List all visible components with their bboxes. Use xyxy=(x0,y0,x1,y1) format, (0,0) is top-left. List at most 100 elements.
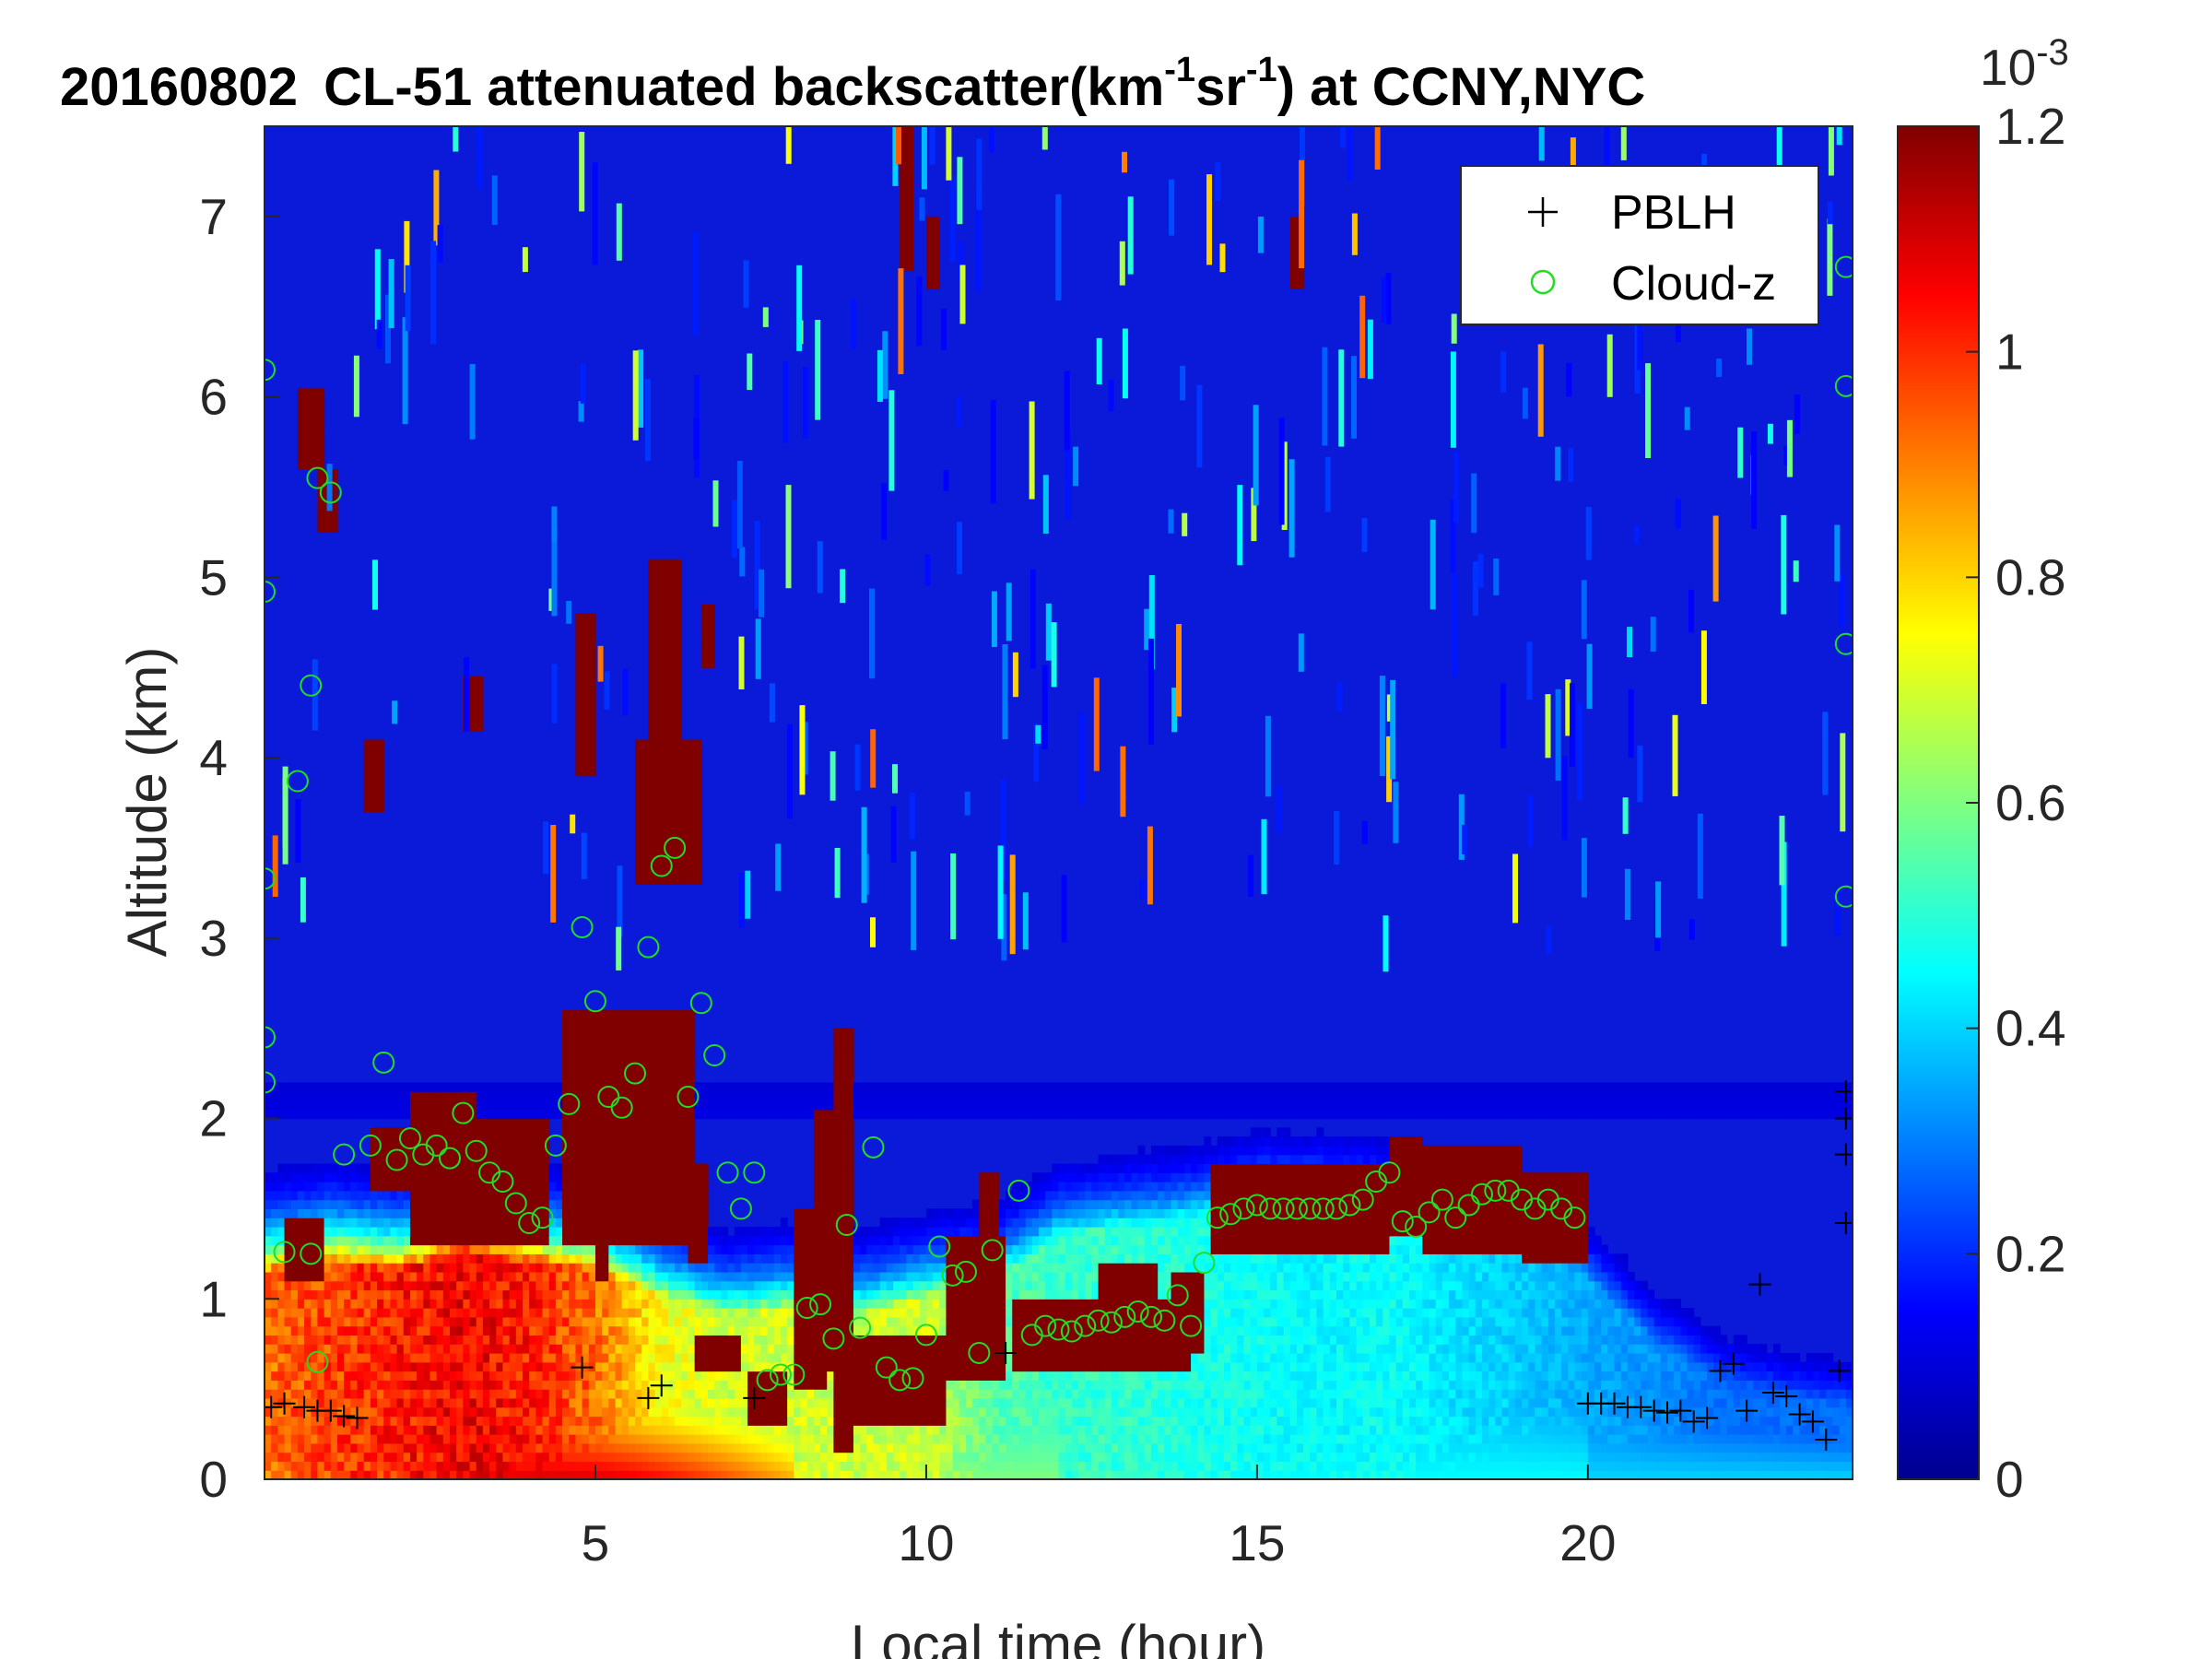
heatmap-cell xyxy=(582,1199,590,1209)
heatmap-cell xyxy=(562,1452,570,1463)
heatmap-cell xyxy=(297,1182,305,1192)
heatmap-cell xyxy=(628,1226,636,1237)
heatmap-cell xyxy=(496,1253,504,1264)
heatmap-cell xyxy=(806,1389,815,1399)
heatmap-cell xyxy=(873,1091,881,1101)
heatmap-cell xyxy=(767,1442,775,1453)
heatmap-cell xyxy=(324,1163,332,1173)
heatmap-cell xyxy=(608,1461,617,1471)
heatmap-cell xyxy=(608,1280,617,1291)
heatmap-cell xyxy=(952,1226,960,1237)
heatmap-cell xyxy=(794,1425,802,1435)
heatmap-cell xyxy=(344,1172,351,1182)
heatmap-cell xyxy=(377,1325,384,1336)
heatmap-cell xyxy=(661,676,669,687)
heatmap-cell xyxy=(377,803,384,813)
heatmap-cell xyxy=(760,1371,769,1381)
heatmap-cell xyxy=(648,1325,656,1336)
heatmap-cell xyxy=(675,712,682,723)
heatmap-cell xyxy=(919,1434,927,1444)
heatmap-cell xyxy=(675,676,682,687)
heatmap-cell xyxy=(939,1452,947,1463)
heatmap-cell xyxy=(409,1218,418,1228)
heatmap-cell xyxy=(555,1361,563,1372)
heatmap-cell xyxy=(806,1406,815,1418)
heatmap-cell xyxy=(893,1100,900,1111)
heatmap-cell xyxy=(429,1091,438,1101)
heatmap-cell xyxy=(594,1335,603,1345)
heatmap-cell xyxy=(893,1271,900,1282)
heatmap-cell xyxy=(535,1136,544,1147)
heatmap-cell xyxy=(952,1308,960,1318)
heatmap-cell xyxy=(621,1046,629,1056)
heatmap-cell xyxy=(383,1289,392,1300)
heatmap-cell xyxy=(417,1389,424,1399)
heatmap-cell xyxy=(575,1037,583,1047)
heatmap-cell xyxy=(336,1271,345,1282)
heatmap-cell xyxy=(893,1470,900,1479)
heatmap-cell xyxy=(608,1263,617,1273)
heatmap-cell xyxy=(694,1308,702,1318)
heatmap-cell xyxy=(304,387,312,398)
heatmap-cell xyxy=(641,1073,649,1083)
heatmap-cell xyxy=(277,1361,286,1372)
heatmap-cell xyxy=(648,1199,656,1209)
heatmap-cell xyxy=(806,1425,815,1435)
heatmap-cell xyxy=(853,1253,861,1264)
heatmap-cell xyxy=(608,1064,617,1075)
heatmap-cell xyxy=(721,1325,729,1336)
heatmap-cell xyxy=(628,1434,636,1444)
heatmap-cell xyxy=(529,1109,536,1120)
heatmap-cell xyxy=(840,1028,848,1039)
heatmap-cell xyxy=(900,1461,907,1471)
heatmap-cell xyxy=(304,1271,312,1282)
heatmap-cell xyxy=(886,1308,894,1318)
heatmap-cell xyxy=(429,1218,438,1228)
heatmap-cell xyxy=(442,1082,451,1092)
heatmap-cell xyxy=(641,1344,649,1354)
heatmap-cell xyxy=(681,766,689,777)
heatmap-cell xyxy=(529,1136,536,1147)
heatmap-cell xyxy=(403,1380,411,1390)
heatmap-cell xyxy=(740,1289,748,1300)
heatmap-cell xyxy=(476,1253,484,1264)
heatmap-cell xyxy=(708,1289,715,1300)
heatmap-cell xyxy=(946,1253,954,1264)
heatmap-cell xyxy=(800,1425,808,1435)
heatmap-cell xyxy=(429,1263,438,1273)
heatmap-cell xyxy=(648,1154,656,1165)
heatmap-cell xyxy=(297,1208,305,1218)
heatmap-cell xyxy=(277,1091,286,1101)
heatmap-cell xyxy=(700,1308,709,1318)
heatmap-cell xyxy=(952,1316,960,1327)
heatmap-cell xyxy=(304,1190,312,1201)
heatmap-cell xyxy=(529,1380,536,1390)
heatmap-cell xyxy=(383,1218,392,1228)
heatmap-cell xyxy=(688,1425,696,1435)
heatmap-cell xyxy=(436,1425,444,1435)
heatmap-cell xyxy=(694,1208,702,1218)
heatmap-cell xyxy=(409,1127,418,1137)
heatmap-cell xyxy=(681,758,689,768)
heatmap-cell xyxy=(734,1380,742,1390)
heatmap-cell xyxy=(893,1452,900,1463)
heatmap-cell xyxy=(562,1100,570,1111)
heatmap-cell xyxy=(496,1316,504,1327)
heatmap-cell xyxy=(939,1091,947,1101)
heatmap-cell xyxy=(357,1371,365,1381)
heatmap-cell xyxy=(515,1434,524,1444)
heatmap-cell xyxy=(357,1361,365,1372)
heatmap-cell xyxy=(370,1172,378,1182)
heatmap-cell xyxy=(919,1352,927,1363)
heatmap-cell xyxy=(886,1280,894,1291)
heatmap-cell xyxy=(780,1461,788,1471)
heatmap-cell xyxy=(357,1344,365,1354)
heatmap-cell xyxy=(542,1371,550,1381)
heatmap-cell xyxy=(747,1442,755,1453)
heatmap-cell xyxy=(456,1109,464,1120)
heatmap-cell xyxy=(621,1163,629,1173)
heatmap-cell xyxy=(615,1182,623,1192)
heatmap-cell xyxy=(965,1082,973,1092)
heatmap-cell xyxy=(688,748,696,759)
heatmap-cell xyxy=(754,1452,762,1463)
